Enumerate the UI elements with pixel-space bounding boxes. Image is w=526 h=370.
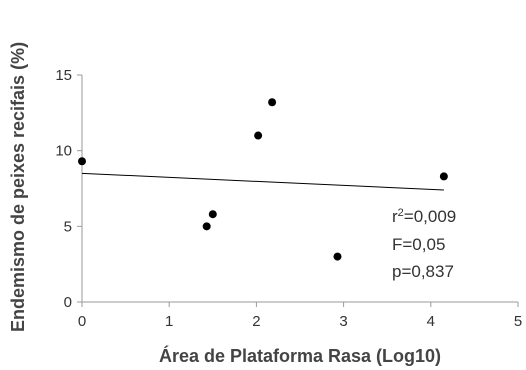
- y-tick-label: 15: [55, 67, 72, 84]
- trend-line: [81, 172, 444, 191]
- data-point: [208, 210, 217, 219]
- x-tick-label: 0: [78, 313, 86, 330]
- x-tick-label: 3: [339, 313, 347, 330]
- y-tick-label: 10: [55, 143, 72, 160]
- data-point: [254, 131, 263, 140]
- r-squared-label: r2=0,009: [392, 207, 456, 226]
- x-tick-label: 1: [165, 313, 173, 330]
- y-axis-title: Endemismo de peixes recifais (%): [8, 42, 28, 332]
- data-point: [268, 98, 277, 107]
- x-axis-ticks: 0 1 2 3 4 5: [78, 302, 522, 330]
- p-value-label: p=0,837: [392, 262, 454, 281]
- data-point: [202, 222, 211, 231]
- data-points: [78, 98, 448, 261]
- data-point: [78, 157, 86, 166]
- data-point: [333, 252, 342, 261]
- x-tick-label: 4: [427, 313, 435, 330]
- x-tick-label: 5: [514, 313, 522, 330]
- f-statistic-label: F=0,05: [392, 235, 445, 254]
- y-tick-label: 0: [64, 294, 72, 311]
- y-axis-ticks: 0 5 10 15: [55, 67, 82, 311]
- data-point: [439, 172, 448, 181]
- x-tick-label: 2: [252, 313, 260, 330]
- x-axis-title: Área de Plataforma Rasa (Log10): [159, 345, 441, 366]
- y-tick-label: 5: [64, 218, 72, 235]
